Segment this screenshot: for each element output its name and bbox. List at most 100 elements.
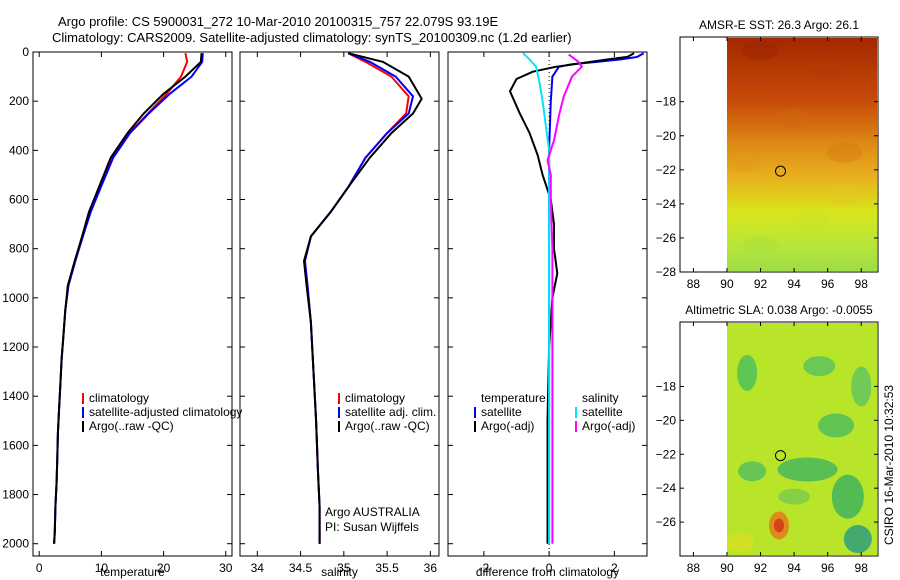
x-tick-label: 94 [787, 561, 801, 575]
x-tick-label: 10 [95, 561, 109, 575]
header-line-1: Argo profile: CS 5900031_272 10-Mar-2010… [58, 14, 499, 29]
series-line [522, 52, 551, 544]
y-tick-label: 1800 [2, 488, 29, 502]
y-tick-label: −24 [656, 481, 677, 495]
legend-difference: temperaturesatelliteArgo(-adj)salinitysa… [474, 391, 635, 433]
side-label: CSIRO 16-Mar-2010 10:32:53 [882, 385, 896, 545]
sst-blotch [742, 236, 779, 257]
y-tick-label: −28 [656, 265, 677, 279]
x-tick-label: -2 [479, 561, 490, 575]
x-tick-label: 35.5 [375, 561, 399, 575]
x-tick-label: 96 [821, 277, 835, 291]
y-tick-label: −24 [656, 197, 677, 211]
legend-entry: Argo(-adj) [481, 419, 534, 433]
legend-entry: climatology [345, 391, 405, 405]
y-tick-label: −26 [656, 231, 677, 245]
y-tick-label: 1000 [2, 291, 29, 305]
y-tick-label: 1400 [2, 389, 29, 403]
sst-blotch [776, 108, 813, 129]
x-tick-label: 20 [157, 561, 171, 575]
argo-position-marker [775, 165, 787, 177]
sst-blotch [826, 142, 863, 163]
y-tick-label: −20 [656, 413, 677, 427]
x-tick-label: 35 [337, 561, 351, 575]
y-tick-label: 1600 [2, 438, 29, 452]
panels-layer: 0 10 20 30020040060080010001200140016001800… [2, 18, 879, 579]
x-tick-label: 94 [787, 277, 801, 291]
legend-entry: Argo(-adj) [582, 419, 635, 433]
legend-entry: climatology [89, 391, 149, 405]
y-tick-label: 0 [22, 45, 29, 59]
map-field [726, 38, 877, 271]
y-tick-label: 2000 [2, 537, 29, 551]
sla-blotch [737, 354, 758, 391]
y-tick-label: −18 [656, 379, 677, 393]
sla-blotch [726, 532, 755, 553]
map-panel-1: AMSR-E SST: 26.3 Argo: 26.1 88 90 92 94 96 98 −… [656, 18, 879, 291]
sla-blotch [778, 488, 811, 505]
legend-entry: satellite adj. clim. [345, 405, 436, 419]
argo-position-marker [775, 450, 787, 462]
legend-entry: satellite [582, 405, 623, 419]
plot-frame [239, 51, 440, 557]
legend-entry: satellite-adjusted climatology [89, 405, 242, 419]
series-line [302, 52, 423, 544]
sla-blotch [851, 366, 872, 407]
x-tick-label: 98 [855, 561, 869, 575]
x-tick-label: 0 [36, 561, 43, 575]
sst-blotch [792, 210, 829, 231]
annotation-argo-australia: Argo AUSTRALIA [325, 505, 420, 519]
sst-blotch [726, 151, 762, 172]
x-tick-label: 2 [611, 561, 618, 575]
profile-panel-1: 0 10 20 30 0 200 400 600 800 1000 1200 1400 1600 1800… [2, 45, 232, 579]
x-tick-label: 88 [687, 561, 701, 575]
y-tick-label: −22 [656, 163, 677, 177]
y-tick-label: 600 [9, 193, 29, 207]
y-tick-label: 800 [9, 242, 29, 256]
sla-blotch [818, 413, 855, 438]
y-tick-label: −18 [656, 95, 677, 109]
x-tick-label: 0 [546, 561, 553, 575]
y-tick-label: −26 [656, 515, 677, 529]
series-line [53, 53, 203, 544]
y-tick-label: 200 [9, 94, 29, 108]
y-tick-label: 400 [9, 143, 29, 157]
map-title: Altimetric SLA: 0.038 Argo: -0.0055 [685, 303, 873, 317]
x-tick-label: 92 [754, 277, 768, 291]
x-tick-label: 90 [720, 561, 734, 575]
sst-blotch [826, 185, 863, 206]
y-tick-label: −20 [656, 129, 677, 143]
x-tick-label: 96 [821, 561, 835, 575]
x-tick-label: 34.5 [289, 561, 313, 575]
header-line-2: Climatology: CARS2009. Satellite-adjuste… [52, 30, 572, 45]
x-axis-label: difference from climatology [476, 565, 619, 579]
x-axis-label: temperature [100, 565, 165, 579]
x-tick-label: 92 [754, 561, 768, 575]
sla-blotch [843, 525, 872, 554]
x-tick-label: 90 [720, 277, 734, 291]
y-tick-label: −22 [656, 447, 677, 461]
sla-blotch [777, 457, 838, 482]
series-line [508, 52, 635, 544]
x-tick-label: 36 [424, 561, 438, 575]
sla-blotch [831, 474, 864, 519]
profile-panel-2: 34 34.5 35 35.5 36 salinity [239, 51, 440, 579]
annotation-pi: PI: Susan Wijffels [325, 520, 419, 534]
sla-blotch [803, 356, 836, 377]
legend-entry: temperature [481, 391, 546, 405]
sst-blotch [742, 40, 779, 61]
legend-entry: Argo(..raw -QC) [89, 419, 174, 433]
legend-entry: salinity [582, 391, 619, 405]
sla-blotch [774, 518, 784, 533]
map-field [726, 323, 877, 555]
x-tick-label: 88 [687, 277, 701, 291]
sst-field [726, 38, 877, 271]
map-title: AMSR-E SST: 26.3 Argo: 26.1 [699, 18, 859, 32]
x-tick-label: 98 [855, 277, 869, 291]
x-axis-label: salinity [321, 565, 358, 579]
x-tick-label: 30 [219, 561, 233, 575]
series-line [546, 53, 584, 544]
